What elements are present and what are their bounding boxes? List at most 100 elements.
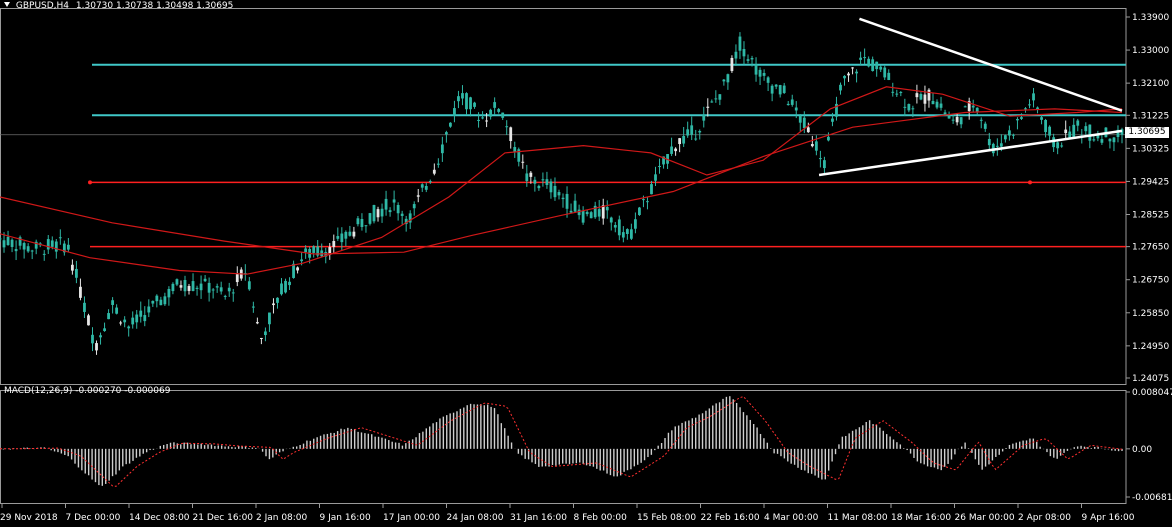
- candle-body: [875, 61, 879, 70]
- candle-body: [537, 185, 541, 189]
- triangle-upper-trendline: [859, 17, 1123, 112]
- candle-body: [1044, 119, 1047, 133]
- candle-body: [778, 85, 782, 95]
- triangle-lower-trendline: [818, 129, 1123, 177]
- candle-body: [597, 209, 601, 217]
- candle-body: [770, 85, 774, 94]
- candle-body: [915, 93, 919, 98]
- candle-body: [1108, 138, 1112, 142]
- candle-body: [312, 246, 316, 253]
- time-tick-label: 4 Mar 00:00: [764, 513, 819, 523]
- candle-body: [340, 233, 344, 243]
- candle-body: [432, 169, 436, 174]
- symbol-arrow-icon[interactable]: [4, 2, 10, 7]
- candle-body: [738, 36, 742, 51]
- time-tick-label: 9 Jan 16:00: [320, 513, 372, 523]
- candle-body: [268, 312, 271, 325]
- candle-body: [259, 337, 263, 339]
- candle-body: [344, 231, 348, 239]
- candle-body: [276, 297, 279, 303]
- candle-body: [6, 236, 10, 246]
- candle-body: [75, 268, 78, 278]
- candle-body: [947, 113, 951, 119]
- candle-body: [211, 289, 215, 291]
- candle-body: [1040, 117, 1043, 120]
- candle-body: [163, 296, 167, 305]
- candle-body: [951, 119, 955, 121]
- candle-body: [678, 138, 682, 145]
- candle-body: [867, 58, 871, 67]
- candle-body: [251, 306, 255, 308]
- candle-body: [376, 209, 380, 218]
- candle-body: [654, 174, 657, 181]
- candle-body: [115, 307, 119, 314]
- candle-body: [119, 322, 123, 324]
- candle-body: [533, 179, 537, 184]
- candle-body: [959, 117, 963, 125]
- candle-body: [1028, 104, 1031, 106]
- candle-body: [863, 57, 867, 59]
- candle-body: [955, 116, 959, 123]
- candle-body: [774, 84, 778, 87]
- candle-body: [111, 300, 115, 305]
- ohlc-label: 1.30730 1.30738 1.30498 1.30695: [75, 1, 234, 11]
- candle-body: [255, 322, 259, 324]
- candle-body: [581, 210, 585, 223]
- candle-body: [380, 208, 384, 217]
- candle-body: [424, 185, 428, 190]
- candle-body: [1032, 93, 1035, 101]
- candle-body: [187, 285, 191, 291]
- candle-body: [408, 213, 412, 223]
- candle-body: [963, 106, 967, 108]
- candle-body: [428, 181, 432, 183]
- candle-body: [702, 114, 706, 121]
- time-tick-label: 2 Jan 08:00: [256, 513, 308, 523]
- candle-body: [288, 281, 291, 286]
- candle-body: [831, 118, 834, 122]
- candle-body: [485, 120, 489, 122]
- candle-body: [722, 79, 726, 82]
- candle-body: [1088, 124, 1092, 141]
- candle-body: [412, 204, 416, 209]
- candle-body: [30, 250, 34, 252]
- candle-body: [983, 123, 987, 129]
- time-tick-label: 18 Mar 16:00: [891, 513, 951, 523]
- candle-body: [557, 192, 561, 196]
- candle-body: [1036, 107, 1039, 110]
- candle-body: [646, 201, 649, 203]
- candle-body: [284, 280, 287, 293]
- candle-body: [682, 135, 686, 144]
- candle-body: [107, 313, 110, 320]
- candle-body: [195, 287, 199, 289]
- time-tick-label: 26 Mar 00:00: [955, 513, 1015, 523]
- candle-body: [396, 205, 400, 214]
- candle-body: [605, 206, 609, 211]
- candle-body: [517, 149, 521, 162]
- candle-body: [823, 160, 826, 169]
- candle-body: [1096, 135, 1100, 139]
- candle-body: [903, 106, 907, 108]
- time-tick-label: 2 Apr 08:00: [1018, 513, 1071, 523]
- candle-body: [621, 232, 625, 238]
- candle-body: [420, 184, 424, 188]
- candle-body: [766, 77, 770, 83]
- triangle-pattern: [818, 17, 1123, 177]
- candle-body: [1052, 137, 1056, 148]
- candle-body: [444, 132, 448, 135]
- candle-body: [638, 207, 641, 215]
- price-tick-label: 1.24075: [1132, 374, 1169, 384]
- time-tick-label: 24 Jan 08:00: [447, 513, 504, 523]
- macd-tick-label: 0.00: [1132, 445, 1152, 455]
- candle-body: [995, 145, 999, 147]
- candle-body: [223, 295, 227, 297]
- candle-body: [292, 263, 295, 278]
- candle-body: [851, 67, 854, 69]
- candle-body: [219, 287, 223, 292]
- candle-body: [127, 326, 131, 329]
- candle-body: [609, 217, 613, 223]
- candle-body: [573, 200, 577, 212]
- candle-body: [883, 67, 887, 78]
- candle-body: [175, 279, 179, 285]
